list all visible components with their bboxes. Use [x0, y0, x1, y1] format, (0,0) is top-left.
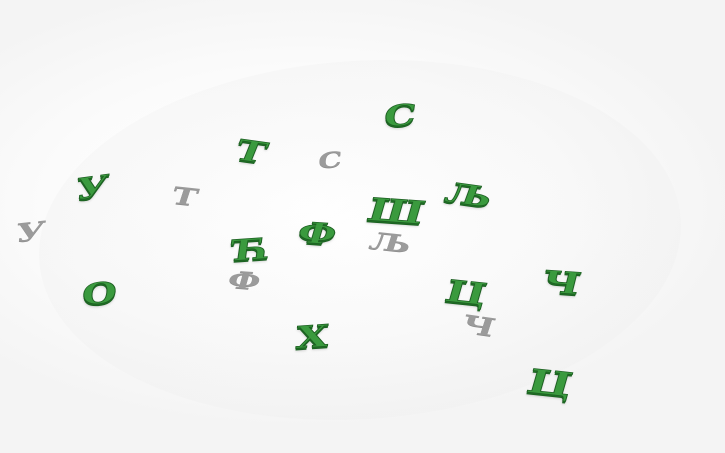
- letter-sha-green[interactable]: Ш: [362, 191, 430, 232]
- letter-ha-green[interactable]: Х: [294, 317, 331, 356]
- letter-ef-green[interactable]: Ф: [293, 215, 341, 252]
- letter-es-back[interactable]: С: [381, 97, 419, 134]
- letter-lje-green[interactable]: Љ: [440, 175, 498, 214]
- letter-u-shadow: У: [14, 215, 47, 249]
- letter-es-shadow: С: [316, 146, 344, 175]
- letter-lje-shadow: Љ: [365, 227, 416, 259]
- letter-che-green[interactable]: Ч: [537, 263, 585, 302]
- letter-u-green[interactable]: У: [74, 168, 111, 208]
- letter-tse-front[interactable]: Ц: [522, 361, 578, 405]
- letter-ef-shadow: Ф: [224, 266, 265, 296]
- workplane: [14, 60, 706, 420]
- letter-o-green[interactable]: О: [80, 275, 119, 312]
- letter-tse-mid[interactable]: Ц: [441, 273, 492, 313]
- letter-tshe-green[interactable]: Ћ: [229, 231, 273, 269]
